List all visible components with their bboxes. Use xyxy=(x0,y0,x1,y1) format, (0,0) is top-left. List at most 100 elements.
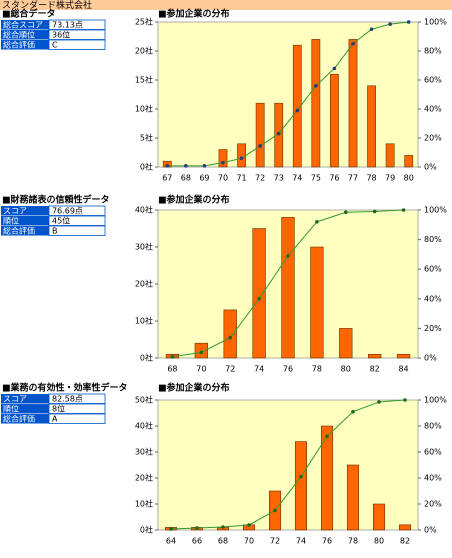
line-marker xyxy=(351,409,355,414)
line-marker xyxy=(377,400,381,404)
bar xyxy=(330,73,339,168)
y2-tick-label: 20% xyxy=(424,324,442,333)
bar xyxy=(372,503,386,531)
x-tick-label: 80 xyxy=(341,365,351,374)
y2-tick-label: 0% xyxy=(424,526,437,535)
bar xyxy=(398,524,412,531)
label-cell xyxy=(1,20,49,30)
x-tick-label: 70 xyxy=(218,174,228,183)
y2-tick-label: 20% xyxy=(424,134,442,143)
value-cell xyxy=(48,403,106,414)
bar xyxy=(310,246,324,359)
line-marker xyxy=(388,22,392,26)
row-value: 8位 xyxy=(52,404,65,414)
y2-tick-label: 60% xyxy=(424,448,442,457)
bar xyxy=(311,39,321,168)
y2-tick-label: 0% xyxy=(424,354,437,363)
x-tick-label: 72 xyxy=(225,365,235,374)
y-tick-label: 5社 xyxy=(140,133,153,143)
y-tick-label: 0社 xyxy=(140,162,153,172)
y-tick-label: 40社 xyxy=(135,205,153,215)
x-tick-label: 67 xyxy=(162,174,172,183)
section-title: ■財務諸表の信頼性データ xyxy=(2,194,110,206)
x-tick-label: 78 xyxy=(312,365,322,374)
label-cell xyxy=(1,226,49,236)
y-tick-label: 20社 xyxy=(135,473,153,483)
row-label: スコア xyxy=(3,207,27,216)
y2-tick-label: 20% xyxy=(424,500,442,509)
y2-tick-label: 100% xyxy=(424,396,447,405)
bar xyxy=(404,155,414,168)
row-value: 76.69点 xyxy=(52,207,83,216)
x-tick-label: 64 xyxy=(166,537,176,546)
x-tick-label: 74 xyxy=(296,537,306,546)
line-marker xyxy=(401,208,406,212)
y-tick-label: 30社 xyxy=(135,447,153,457)
x-tick-label: 79 xyxy=(385,174,395,183)
y-tick-label: 30社 xyxy=(135,242,153,252)
cumulative-line xyxy=(167,21,409,167)
label-cell xyxy=(1,216,49,226)
x-tick-label: 72 xyxy=(255,174,265,183)
section-title: ■業務の有効性・効率性データ xyxy=(2,382,128,394)
row-value: B xyxy=(52,227,58,236)
x-tick-label: 75 xyxy=(311,174,321,183)
value-cell xyxy=(48,29,106,40)
line-marker xyxy=(221,160,225,165)
row-value: 73.13点 xyxy=(52,21,83,30)
row-label: 総合評価 xyxy=(3,40,35,50)
y-tick-label: 10社 xyxy=(135,316,153,326)
line-marker xyxy=(169,527,173,531)
y-tick-label: 10社 xyxy=(135,104,153,114)
y2-tick-label: 100% xyxy=(424,18,447,27)
x-tick-label: 71 xyxy=(236,174,246,183)
line-marker xyxy=(299,474,303,479)
row-value: C xyxy=(52,41,58,50)
line-marker xyxy=(184,164,188,168)
row-value: 45位 xyxy=(52,216,70,226)
label-cell xyxy=(1,414,49,424)
x-tick-label: 80 xyxy=(404,174,414,183)
x-tick-label: 82 xyxy=(400,537,410,546)
line-marker xyxy=(247,523,251,527)
line-marker xyxy=(257,297,261,301)
row-label: 総合評価 xyxy=(3,414,35,424)
x-tick-label: 78 xyxy=(366,174,376,183)
bar xyxy=(367,85,376,168)
y2-tick-label: 100% xyxy=(424,206,447,215)
line-marker xyxy=(325,434,329,439)
bar xyxy=(252,228,266,359)
bar xyxy=(339,328,353,359)
bar xyxy=(218,149,228,168)
line-marker xyxy=(170,355,175,359)
line-marker xyxy=(332,66,337,71)
x-tick-label: 74 xyxy=(254,365,264,374)
y-tick-label: 0社 xyxy=(140,525,153,535)
line-marker xyxy=(199,350,204,355)
row-value: 36位 xyxy=(52,30,70,40)
section-title: ■総合データ xyxy=(2,8,56,20)
y2-tick-label: 80% xyxy=(424,235,442,244)
row-label: 総合スコア xyxy=(3,20,43,30)
bar xyxy=(396,353,411,359)
label-cell xyxy=(1,394,49,404)
x-tick-label: 77 xyxy=(348,174,358,183)
line-marker xyxy=(295,108,300,113)
row-label: 総合評価 xyxy=(3,226,35,236)
bar xyxy=(281,217,295,359)
y-tick-label: 0社 xyxy=(140,353,153,363)
value-cell xyxy=(48,393,106,404)
y2-tick-label: 80% xyxy=(424,47,442,56)
x-tick-label: 69 xyxy=(199,174,209,183)
x-tick-label: 70 xyxy=(244,537,254,546)
bar xyxy=(294,441,308,531)
line-marker xyxy=(369,27,374,32)
header-title: スタンダード株式会社 xyxy=(2,0,92,11)
y-tick-label: 10社 xyxy=(135,499,153,509)
line-marker xyxy=(228,335,233,340)
x-tick-label: 68 xyxy=(218,537,228,546)
value-cell xyxy=(48,19,106,30)
y-tick-label: 50社 xyxy=(135,395,153,405)
line-marker xyxy=(315,220,319,224)
chart-title: ■参加企業の分布 xyxy=(158,194,230,206)
